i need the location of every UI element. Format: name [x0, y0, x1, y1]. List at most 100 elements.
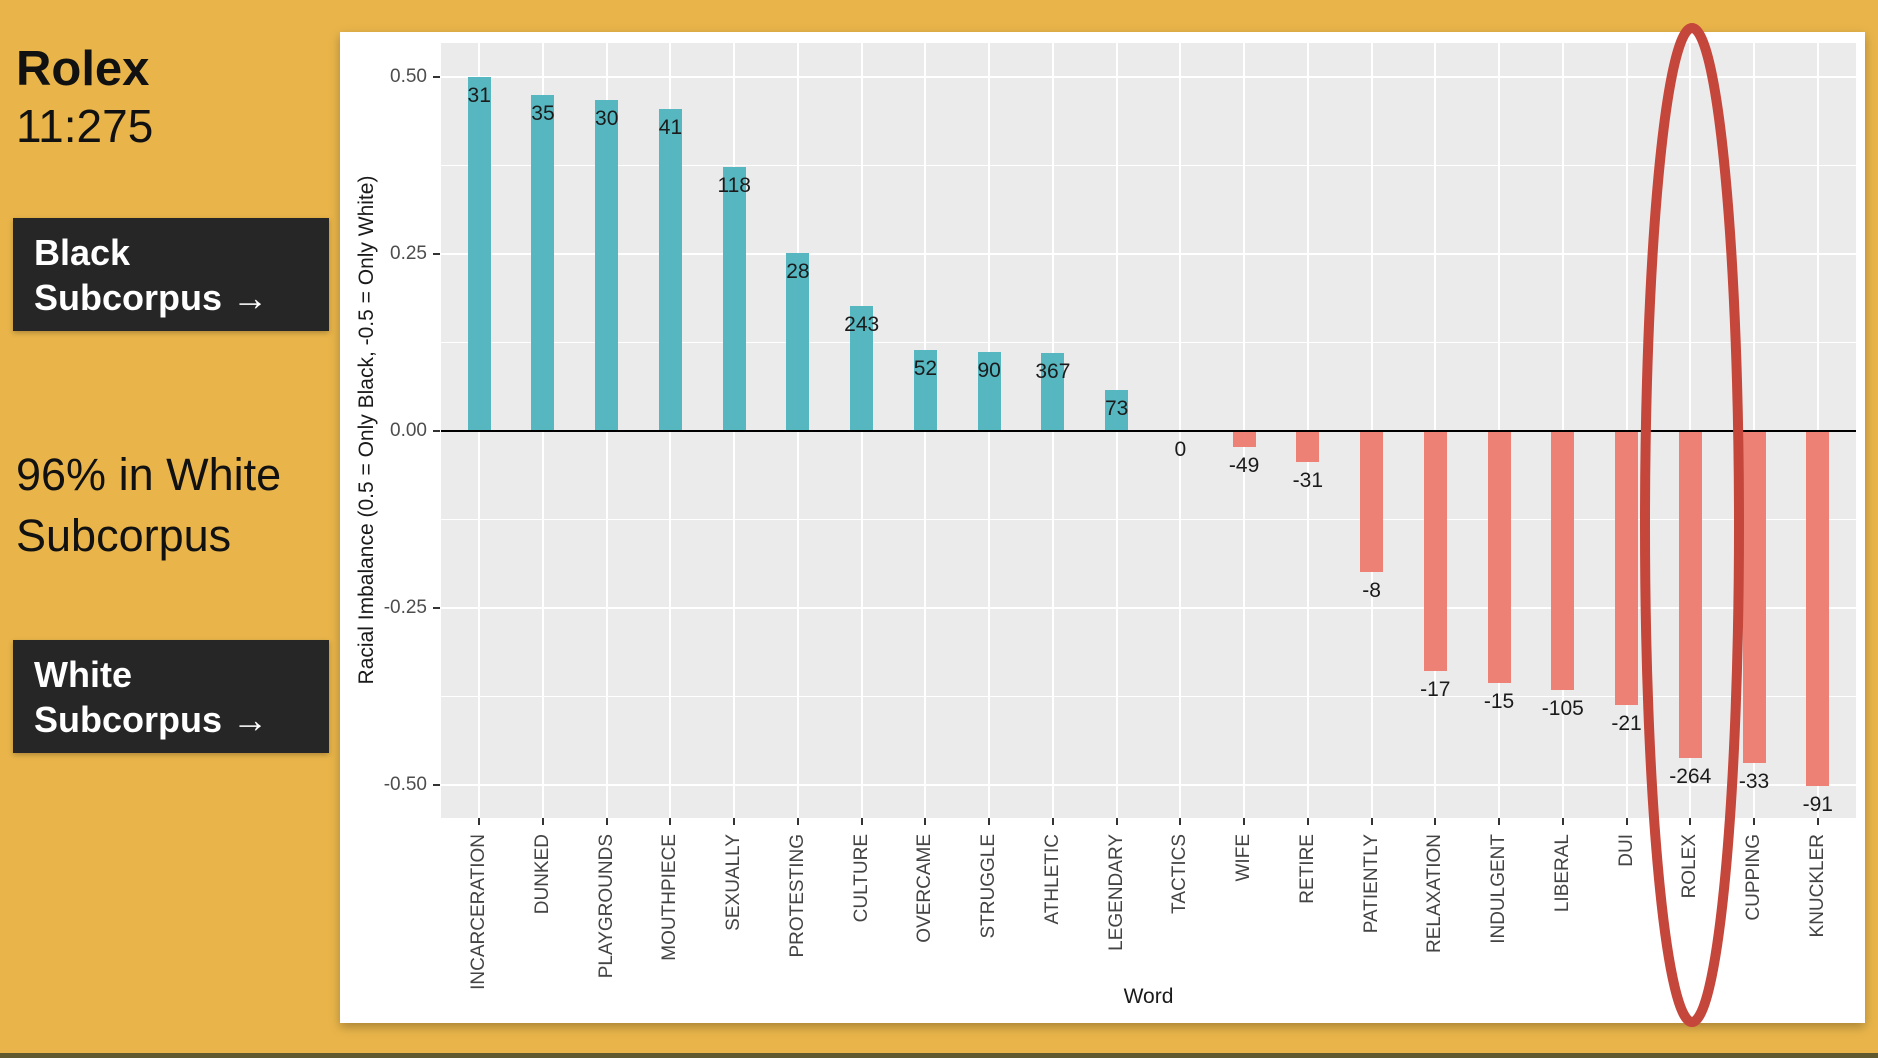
white-subcorpus-label-line1: White: [34, 653, 132, 695]
x-tick: [669, 818, 672, 825]
x-label-cupping: CUPPING: [1743, 834, 1765, 921]
bar-dui: [1615, 431, 1639, 705]
x-label-athletic: ATHLETIC: [1041, 834, 1063, 925]
x-tick: [1115, 818, 1118, 825]
bar-indulgent: [1487, 431, 1511, 684]
bar-value-label: -31: [1292, 469, 1324, 493]
bar-value-label: -264: [1669, 765, 1712, 789]
x-tick: [1179, 818, 1182, 825]
black-subcorpus-label-line2: Subcorpus →: [34, 276, 269, 318]
bar-value-label: -49: [1228, 454, 1260, 478]
bar-value-label: 31: [467, 84, 491, 107]
white-percentage-stat: 96% in White Subcorpus: [16, 444, 281, 566]
x-tick: [605, 818, 608, 825]
x-label-protesting: PROTESTING: [786, 834, 808, 958]
x-label-playgrounds: PLAYGROUNDS: [595, 834, 617, 979]
bar-value-label: 41: [658, 115, 683, 139]
x-tick: [733, 818, 736, 825]
bar-dunked: [531, 94, 555, 431]
gridline-minor: [441, 519, 1856, 520]
y-tick-label: -0.25: [383, 597, 427, 618]
y-tick: [433, 430, 440, 432]
x-label-indulgent: INDULGENT: [1488, 834, 1510, 944]
stat-line1: 96% in White: [16, 449, 282, 500]
bar-struggle: [977, 352, 1001, 431]
bar-mouthpiece: [658, 108, 682, 431]
y-tick: [433, 76, 440, 78]
x-label-liberal: LIBERAL: [1551, 834, 1573, 913]
bar-athletic: [1041, 353, 1065, 431]
bar-value-label: 35: [531, 101, 555, 125]
word-title: Rolex: [16, 42, 150, 96]
x-tick: [541, 818, 544, 825]
bar-liberal: [1551, 431, 1575, 691]
gridline-major: [441, 607, 1856, 609]
bar-value-label: 30: [595, 107, 619, 131]
x-tick: [1498, 818, 1501, 825]
y-tick-label: 0.25: [390, 243, 427, 264]
x-tick: [796, 818, 799, 825]
x-label-relaxation: RELAXATION: [1424, 834, 1446, 953]
gridline-minor: [441, 696, 1856, 697]
x-label-overcame: OVERCAME: [914, 834, 936, 943]
x-tick: [1816, 818, 1819, 825]
zero-baseline: [441, 430, 1856, 432]
x-label-retire: RETIRE: [1296, 834, 1318, 904]
x-label-culture: CULTURE: [850, 834, 872, 923]
bar-value-label: 52: [913, 357, 938, 381]
x-tick: [1051, 818, 1054, 825]
x-tick: [1753, 818, 1756, 825]
x-label-wife: WIFE: [1233, 834, 1255, 882]
bar-retire: [1296, 431, 1320, 463]
bar-value-label: -8: [1362, 578, 1381, 602]
bar-value-label: -17: [1420, 678, 1451, 701]
y-tick: [433, 607, 440, 609]
word-summary: Rolex 11:275: [16, 40, 153, 154]
bar-patiently: [1360, 431, 1384, 572]
bar-knuckler: [1806, 431, 1830, 787]
gridline-minor: [441, 342, 1856, 343]
bar-value-label: -21: [1611, 711, 1642, 735]
bar-value-label: 73: [1104, 396, 1129, 420]
bar-value-label: 0: [1174, 438, 1187, 461]
x-label-rolex: ROLEX: [1679, 834, 1701, 899]
black-subcorpus-label-line1: Black: [34, 231, 131, 273]
x-label-incarceration: INCARCERATION: [468, 834, 490, 990]
x-label-dui: DUI: [1615, 834, 1637, 867]
x-tick: [1561, 818, 1564, 825]
gridline-major: [441, 784, 1856, 786]
bar-protesting: [786, 253, 810, 431]
x-label-sexually: SEXUALLY: [723, 834, 745, 931]
x-tick: [988, 818, 991, 825]
x-label-tactics: TACTICS: [1169, 834, 1191, 914]
x-axis-title: Word: [1123, 985, 1174, 1008]
word-ratio: 11:275: [16, 100, 154, 152]
bar-wife: [1232, 431, 1256, 448]
x-tick: [860, 818, 863, 825]
bar-relaxation: [1423, 431, 1447, 671]
stat-line2: Subcorpus: [16, 510, 232, 561]
x-label-struggle: STRUGGLE: [978, 834, 1000, 939]
bar-value-label: -91: [1802, 793, 1833, 817]
x-label-mouthpiece: MOUTHPIECE: [659, 834, 681, 961]
y-tick-label: 0.50: [390, 66, 427, 87]
x-label-patiently: PATIENTLY: [1360, 834, 1382, 934]
y-tick: [433, 784, 440, 786]
bar-value-label: -33: [1738, 770, 1770, 794]
y-tick-label: 0.00: [390, 420, 427, 441]
bar-value-label: -15: [1483, 690, 1515, 714]
plot-panel: 31 35 30 41 118 28 243 52 90 367 73 0 -49 -31 -8 -17 -15…: [441, 43, 1856, 818]
bar-overcame: [913, 350, 937, 431]
x-label-legendary: LEGENDARY: [1105, 834, 1127, 951]
bar-value-label: 28: [786, 260, 810, 284]
bar-value-label: 90: [977, 359, 1001, 383]
y-tick-label: -0.50: [383, 774, 427, 795]
white-subcorpus-callout: White Subcorpus →: [13, 640, 329, 753]
x-tick: [924, 818, 927, 825]
white-subcorpus-label-line2: Subcorpus →: [34, 698, 269, 740]
gridline-major: [441, 76, 1856, 78]
x-tick: [1434, 818, 1437, 825]
x-tick: [1243, 818, 1246, 825]
x-tick: [478, 818, 481, 825]
y-tick: [433, 253, 440, 255]
